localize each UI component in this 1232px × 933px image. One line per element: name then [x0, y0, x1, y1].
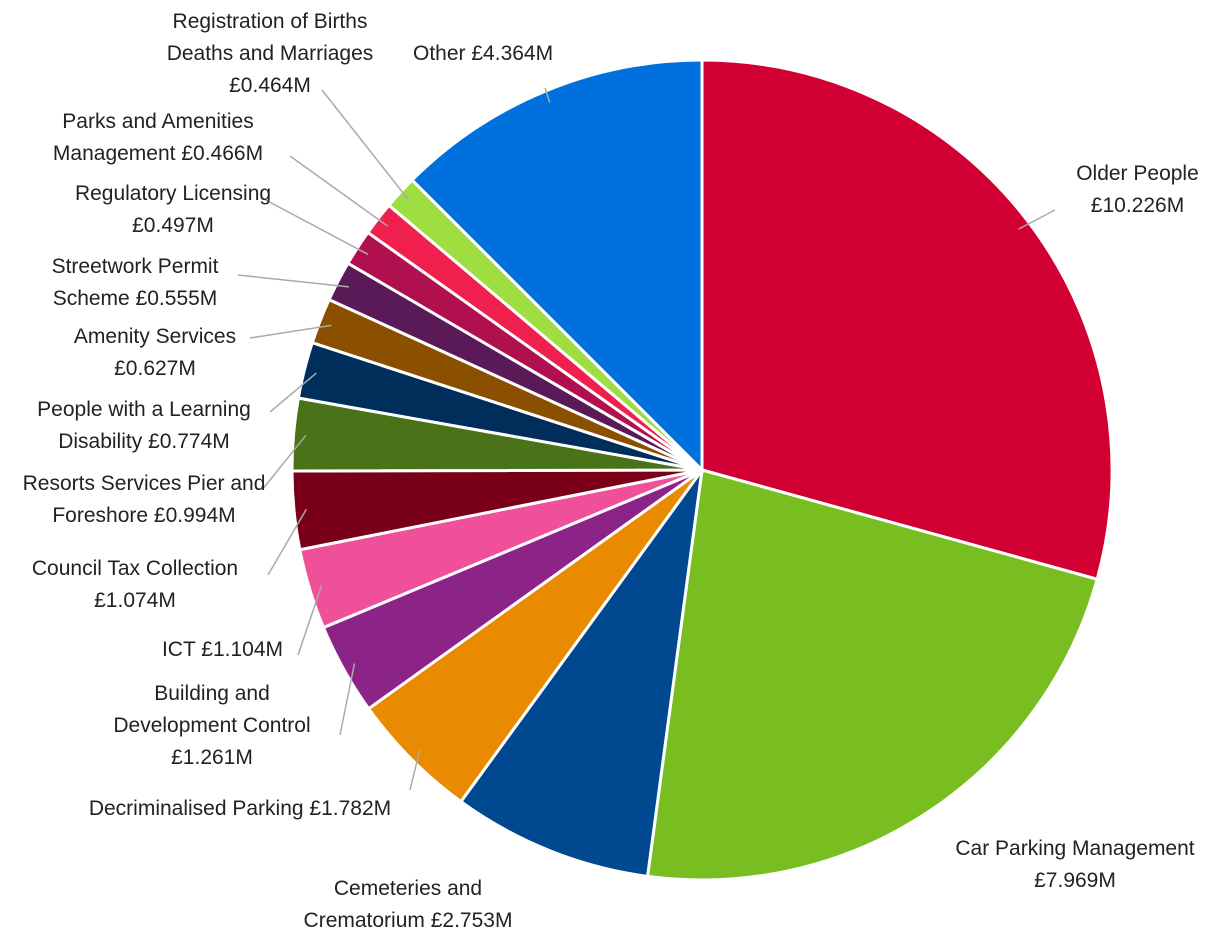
slice-label: Registration of Births Deaths and Marria…: [145, 6, 395, 102]
category-name: Decriminalised Parking: [88, 797, 304, 820]
pie-slice: [700, 58, 1114, 582]
slice-label: Older People £10.226M: [1055, 158, 1220, 222]
slice-label: Amenity Services £0.627M: [55, 321, 255, 385]
leader-line: [269, 372, 317, 413]
slice-label: Resorts Services Pier and Foreshore £0.9…: [9, 468, 279, 532]
slice-label: Building and Development Control £1.261M: [92, 678, 332, 774]
pie-slice: [409, 58, 704, 474]
value-label: £1.104M: [201, 638, 283, 661]
category-name: People with a Learning Disability: [37, 398, 251, 453]
slice-label: Other £4.364M: [413, 38, 613, 70]
pie-slice: [458, 469, 704, 879]
category-name: Older People: [1076, 162, 1199, 185]
leader-line: [237, 274, 350, 288]
category-name: Other: [413, 42, 466, 65]
category-name: Registration of Births Deaths and Marria…: [166, 10, 374, 65]
category-name: Building and Development Control: [113, 682, 311, 737]
category-name: Regulatory Licensing: [74, 182, 272, 205]
value-label: £0.994M: [153, 504, 236, 527]
category-name: Cemeteries and Crematorium: [303, 877, 483, 932]
leader-line: [409, 750, 421, 791]
value-label: £0.497M: [132, 214, 214, 237]
value-label: £0.555M: [135, 287, 218, 310]
leader-line: [339, 663, 356, 736]
value-label: £1.261M: [171, 746, 253, 769]
value-label: £2.753M: [430, 909, 513, 932]
category-name: ICT: [161, 638, 196, 661]
category-name: Resorts Services Pier and Foreshore: [22, 472, 266, 527]
value-label: £1.782M: [309, 797, 392, 820]
category-name: Streetwork Permit Scheme: [51, 255, 219, 310]
leader-line: [321, 89, 410, 202]
slice-label: Parks and Amenities Management £0.466M: [28, 106, 288, 170]
value-label: £0.466M: [181, 142, 264, 165]
value-label: £0.464M: [229, 74, 311, 97]
value-label: £1.074M: [94, 589, 176, 612]
value-label: £0.774M: [148, 430, 230, 453]
leader-line: [289, 155, 389, 227]
value-label: £7.969M: [1034, 869, 1116, 892]
slice-label: People with a Learning Disability £0.774…: [14, 394, 274, 458]
category-name: Car Parking Management: [955, 837, 1195, 860]
slice-label: Decriminalised Parking £1.782M: [40, 793, 440, 825]
leader-line: [261, 434, 307, 491]
category-name: Amenity Services: [73, 325, 237, 348]
leader-line: [1018, 209, 1056, 230]
leader-line: [297, 585, 323, 656]
leader-line: [261, 197, 369, 255]
category-name: Council Tax Collection: [31, 557, 239, 580]
leader-line: [249, 324, 332, 339]
slice-label: Streetwork Permit Scheme £0.555M: [35, 251, 235, 315]
slice-label: Cemeteries and Crematorium £2.753M: [278, 873, 538, 933]
value-label: £10.226M: [1090, 194, 1185, 217]
category-name: Parks and Amenities Management: [52, 110, 254, 165]
leader-line: [544, 87, 551, 103]
slice-label: Council Tax Collection £1.074M: [10, 553, 260, 617]
slice-label: ICT £1.104M: [83, 634, 283, 666]
slice-label: Car Parking Management £7.969M: [940, 833, 1210, 897]
leader-line: [267, 508, 307, 576]
slice-label: Regulatory Licensing £0.497M: [53, 178, 293, 242]
value-label: £4.364M: [471, 42, 554, 65]
value-label: £0.627M: [114, 357, 196, 380]
pie-slice: [645, 468, 1100, 882]
